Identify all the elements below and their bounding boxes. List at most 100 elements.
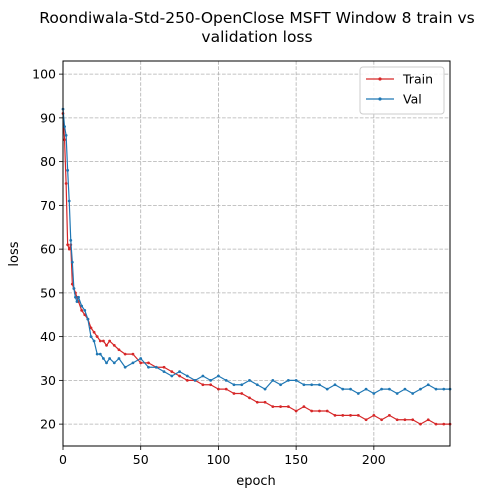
axis-ticks: 0 50 100 150 200 20 30 40 50 60 70 80 90 100 (32, 67, 386, 467)
data-point-train (131, 352, 135, 356)
data-point-val (240, 383, 244, 387)
data-point-val (310, 383, 314, 387)
data-point-val (98, 352, 102, 356)
series-line-val (62, 109, 450, 395)
data-point-val (77, 295, 80, 299)
data-point-train (255, 400, 259, 404)
data-point-val (105, 361, 108, 365)
data-point-val (162, 370, 166, 374)
data-point-train (310, 409, 314, 413)
data-point-train (318, 409, 321, 413)
grid (62, 61, 450, 446)
data-point-val (75, 300, 79, 304)
data-point-train (248, 396, 251, 400)
data-point-train (98, 339, 102, 343)
data-point-val (380, 387, 384, 391)
data-point-val (117, 357, 121, 360)
data-point-val (201, 374, 205, 378)
data-point-val (356, 392, 360, 395)
data-point-train (279, 405, 282, 409)
data-point-val (217, 374, 220, 378)
data-point-train (224, 387, 228, 391)
data-point-train (333, 413, 337, 417)
data-point-val (419, 387, 422, 391)
data-point-val (364, 387, 368, 391)
data-point-val (112, 361, 116, 365)
data-point-train (123, 352, 127, 356)
data-point-val (224, 378, 228, 382)
data-point-train (349, 413, 352, 417)
data-point-train (395, 418, 399, 422)
data-point-train (89, 326, 93, 330)
legend-val-label: Val (403, 92, 422, 107)
data-point-train (240, 392, 244, 395)
data-point-val (279, 383, 282, 387)
y-tick-label: 40 (40, 329, 56, 344)
y-tick-label: 90 (40, 110, 56, 125)
x-tick-label: 50 (133, 452, 149, 467)
x-tick-label: 200 (362, 452, 386, 467)
data-point-val (294, 378, 298, 382)
data-point-val (302, 383, 306, 387)
y-tick-label: 70 (40, 198, 56, 213)
data-point-train (147, 361, 150, 365)
data-point-train (411, 418, 415, 422)
data-point-val (232, 383, 236, 387)
data-point-train (67, 247, 71, 251)
data-point-val (66, 168, 70, 172)
data-point-train (403, 418, 407, 422)
data-point-val (123, 365, 127, 369)
data-point-train (364, 418, 368, 422)
data-point-train (102, 339, 105, 343)
data-point-val (255, 383, 259, 387)
data-point-train (162, 365, 166, 369)
data-point-train (356, 413, 360, 417)
data-point-train (387, 413, 391, 417)
data-point-train (372, 413, 376, 417)
data-point-train (95, 335, 99, 339)
y-tick-label: 60 (40, 242, 56, 257)
data-point-train (419, 422, 422, 426)
data-point-val (63, 125, 66, 129)
data-point-train (380, 418, 384, 422)
plot-frame (62, 60, 451, 447)
y-axis-label: loss (7, 241, 22, 266)
data-point-val (271, 378, 275, 382)
data-point-train (209, 383, 213, 387)
data-point-val (395, 392, 399, 395)
data-point-train (117, 348, 121, 352)
data-point-train (325, 409, 329, 413)
data-point-val (108, 357, 112, 360)
data-point-val (318, 383, 321, 387)
data-point-val (139, 357, 143, 360)
data-point-val (387, 387, 391, 391)
data-point-val (89, 335, 93, 339)
y-tick-label: 50 (40, 285, 56, 300)
data-point-val (372, 392, 376, 395)
data-point-val (92, 339, 96, 343)
data-point-val (69, 238, 73, 242)
data-point-val (325, 387, 329, 391)
data-point-val (70, 260, 74, 264)
data-point-train (139, 361, 143, 365)
data-point-train (442, 422, 446, 426)
data-point-val (147, 365, 150, 369)
data-point-train (263, 400, 267, 404)
data-point-val (193, 378, 197, 382)
data-point-train (178, 374, 181, 378)
data-point-train (64, 182, 68, 185)
series-line-train (62, 113, 450, 425)
legend-val-marker (378, 97, 382, 101)
y-tick-label: 80 (40, 154, 56, 169)
data-point-val (185, 374, 189, 378)
legend-train-marker (378, 77, 382, 81)
data-point-train (108, 339, 112, 343)
data-point-val (170, 374, 174, 378)
data-point-train (232, 392, 236, 395)
x-tick-label: 0 (59, 452, 67, 467)
data-point-train (434, 422, 438, 426)
data-point-val (442, 387, 446, 391)
data-point-val (333, 383, 337, 387)
data-point-train (201, 383, 205, 387)
data-point-val (83, 308, 87, 312)
